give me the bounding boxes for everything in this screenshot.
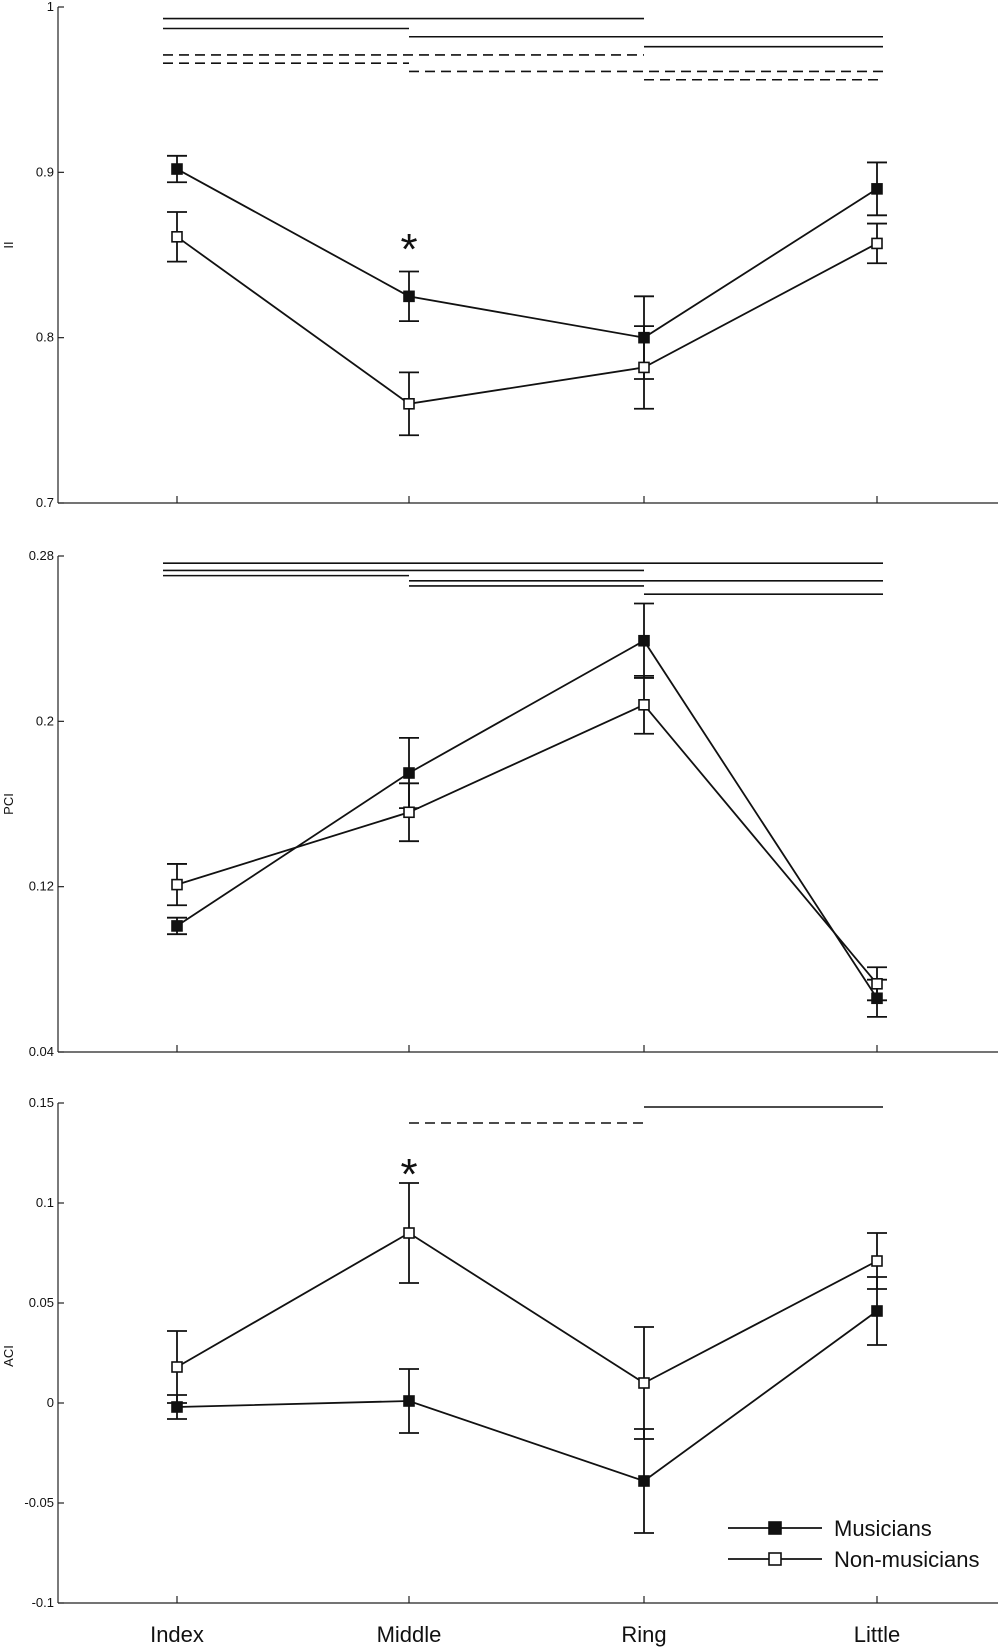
filled-square-marker <box>171 163 183 175</box>
open-square-marker <box>403 1227 415 1239</box>
filled-square-marker <box>871 1305 883 1317</box>
panel-aci: -0.1 -0.05 0 0.05 0.1 0.15 ACI * <box>1 1095 998 1610</box>
series-line <box>176 1310 878 1483</box>
legend-label: Musicians <box>834 1516 932 1541</box>
open-square-marker <box>171 1361 183 1373</box>
x-tick-label-ring: Ring <box>621 1622 666 1647</box>
significance-asterisk: * <box>400 1150 417 1199</box>
x-tick-label-little: Little <box>854 1622 900 1647</box>
y-tick-label: -0.1 <box>32 1595 54 1610</box>
filled-square-marker <box>403 290 415 303</box>
y-tick-label: 0.05 <box>29 1295 54 1310</box>
series-musicians <box>167 602 887 1018</box>
open-square-marker <box>403 397 415 410</box>
open-square-marker <box>871 1255 883 1267</box>
y-tick-label: 0.8 <box>36 330 54 345</box>
y-tick-label: -0.05 <box>24 1495 54 1510</box>
y-axis-label: PCI <box>1 793 16 815</box>
series-line <box>176 639 878 999</box>
y-tick-label: 0.28 <box>29 548 54 563</box>
series-non-musicians <box>167 1182 887 1440</box>
y-tick-label: 0.1 <box>36 1195 54 1210</box>
series-non-musicians <box>167 211 887 437</box>
panel-pci: 0.04 0.12 0.2 0.28 PCI <box>1 548 998 1059</box>
y-tick-label: 0.7 <box>36 495 54 510</box>
x-tick-label-middle: Middle <box>377 1622 442 1647</box>
open-square-marker <box>638 361 650 374</box>
open-square-marker <box>403 806 415 819</box>
y-tick-label: 0.2 <box>36 713 54 728</box>
x-tick-label-index: Index <box>150 1622 204 1647</box>
open-square-marker <box>638 698 650 711</box>
y-tick-label: 0.15 <box>29 1095 54 1110</box>
series-musicians <box>167 1276 887 1534</box>
legend-label: Non-musicians <box>834 1547 980 1572</box>
y-tick-label: 0.12 <box>29 879 54 894</box>
filled-square-marker <box>871 183 883 195</box>
y-tick-label: 0.9 <box>36 164 54 179</box>
filled-square-marker <box>403 767 415 779</box>
significance-asterisk: * <box>400 225 417 274</box>
open-square-marker <box>171 231 183 243</box>
series-line <box>176 236 878 405</box>
series-musicians <box>167 154 887 380</box>
open-square-marker <box>171 878 183 891</box>
panel-ii: 0.7 0.8 0.9 1 II * <box>1 0 998 510</box>
filled-square-marker <box>638 1475 650 1487</box>
y-tick-label: 1 <box>47 0 54 14</box>
open-square-marker <box>768 1552 782 1566</box>
series-line <box>176 168 878 339</box>
y-tick-label: 0.04 <box>29 1044 54 1059</box>
series-line <box>176 1231 878 1385</box>
y-axis-label: ACI <box>1 1345 16 1367</box>
filled-square-marker <box>768 1521 782 1535</box>
y-axis-label: II <box>1 241 16 248</box>
filled-square-marker <box>171 920 183 932</box>
series-line <box>176 703 878 985</box>
filled-square-marker <box>403 1395 415 1407</box>
filled-square-marker <box>638 634 650 647</box>
open-square-marker <box>638 1377 650 1389</box>
y-tick-label: 0 <box>47 1395 54 1410</box>
legend: Musicians Non-musicians <box>728 1516 980 1572</box>
open-square-marker <box>871 977 883 990</box>
series-non-musicians <box>167 674 887 1002</box>
open-square-marker <box>871 237 883 250</box>
